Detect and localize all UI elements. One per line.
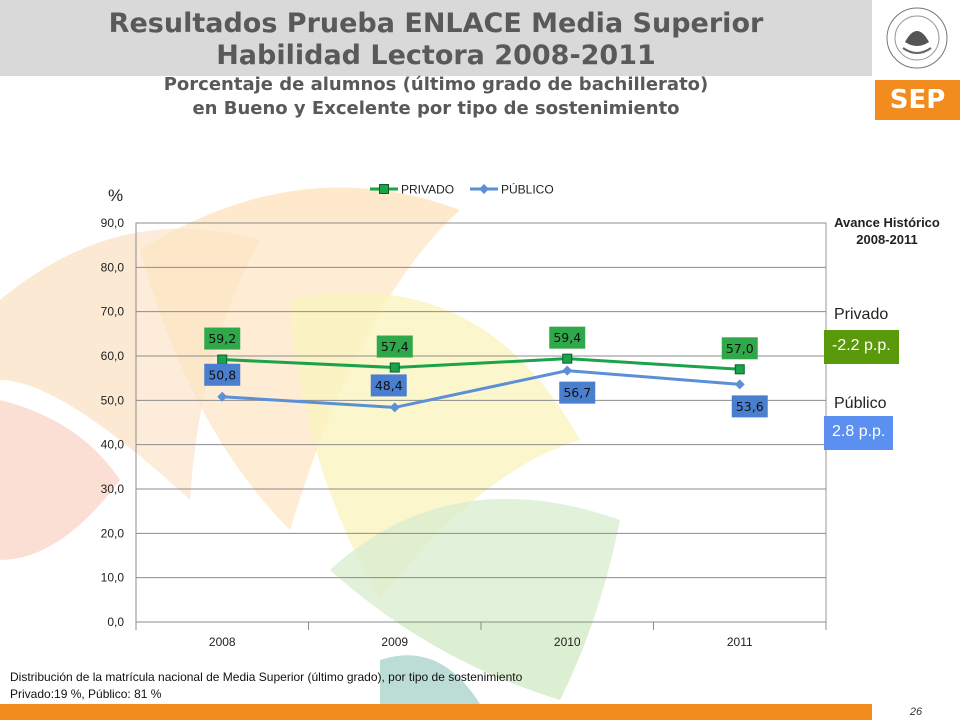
title-bar: [0, 0, 872, 76]
bottom-bar: [0, 704, 872, 720]
data-point: [562, 353, 573, 364]
footer-note: Distribución de la matrícula nacional de…: [10, 670, 523, 684]
series-line-público: [222, 369, 740, 409]
page-number: 26: [909, 706, 923, 718]
data-point: [217, 391, 228, 402]
footer-note-line2: Privado:19 %, Público: 81 %: [10, 687, 162, 701]
data-label-bg: [204, 363, 241, 386]
y-tick-label: 20,0: [101, 526, 125, 540]
side-panel-title: Avance Histórico 2008-2011: [822, 214, 952, 248]
y-tick-label: 50,0: [101, 393, 125, 407]
y-tick-label: 30,0: [101, 482, 125, 496]
page-subtitle: Porcentaje de alumnos (último grado de b…: [163, 74, 709, 95]
data-point: [562, 365, 573, 376]
x-tick-label: 2009: [381, 635, 408, 649]
data-point: [217, 354, 228, 365]
y-tick-label: 90,0: [101, 216, 125, 230]
data-label-bg: [370, 374, 407, 397]
data-point: [389, 402, 400, 413]
y-tick-label: 60,0: [101, 349, 125, 363]
y-tick-label: 80,0: [101, 260, 125, 274]
data-label-bg: [559, 381, 596, 404]
x-tick-label: 2008: [209, 635, 236, 649]
data-label: 59,4: [553, 330, 581, 345]
page-subtitle-line2: en Bueno y Excelente por tipo de sosteni…: [192, 98, 680, 119]
y-axis-label: %: [108, 186, 124, 205]
x-tick-label: 2011: [727, 635, 753, 649]
y-tick-label: 10,0: [101, 571, 125, 585]
sep-logo: SEP: [875, 80, 960, 120]
legend-marker: [479, 184, 489, 194]
page-title: Resultados Prueba ENLACE Media Superior: [108, 8, 764, 39]
data-label: 57,0: [726, 341, 754, 356]
data-point: [734, 379, 745, 390]
publico-badge: 2.8 p.p.: [824, 416, 894, 450]
privado-badge: -2.2 p.p.: [824, 330, 899, 364]
data-point: [389, 362, 400, 373]
data-label-bg: [204, 327, 241, 350]
data-label-bg: [376, 335, 413, 358]
data-label: 59,2: [208, 331, 236, 346]
legend-label: PÚBLICO: [501, 182, 554, 197]
series-line-privado: [222, 357, 740, 371]
data-label-bg: [731, 395, 768, 418]
data-label: 50,8: [208, 367, 236, 382]
page-title-line2: Habilidad Lectora 2008-2011: [216, 40, 656, 71]
y-tick-label: 70,0: [101, 305, 125, 319]
publico-label: Público: [834, 395, 887, 412]
data-label: 53,6: [736, 399, 764, 414]
data-label: 48,4: [375, 378, 403, 393]
y-tick-label: 0,0: [107, 615, 124, 629]
x-tick-label: 2010: [554, 635, 581, 649]
privado-label: Privado: [834, 306, 889, 323]
data-label: 56,7: [563, 385, 591, 400]
line-chart: 0,0 10,0 20,0 30,0 40,0 50,0 60,0 70,0 80,0 90,0 2…: [101, 182, 827, 649]
legend-label: PRIVADO: [401, 183, 454, 197]
plot-area: [135, 222, 827, 623]
data-label-bg: [549, 326, 586, 349]
seal-logo: [875, 0, 960, 80]
data-label-bg: [721, 337, 758, 360]
data-point: [734, 364, 745, 375]
data-label: 57,4: [381, 339, 409, 354]
side-panel-title-line1: Avance Histórico: [834, 215, 940, 230]
legend-marker: [379, 184, 389, 194]
side-panel-title-line2: 2008-2011: [856, 232, 918, 247]
y-tick-label: 40,0: [101, 438, 125, 452]
